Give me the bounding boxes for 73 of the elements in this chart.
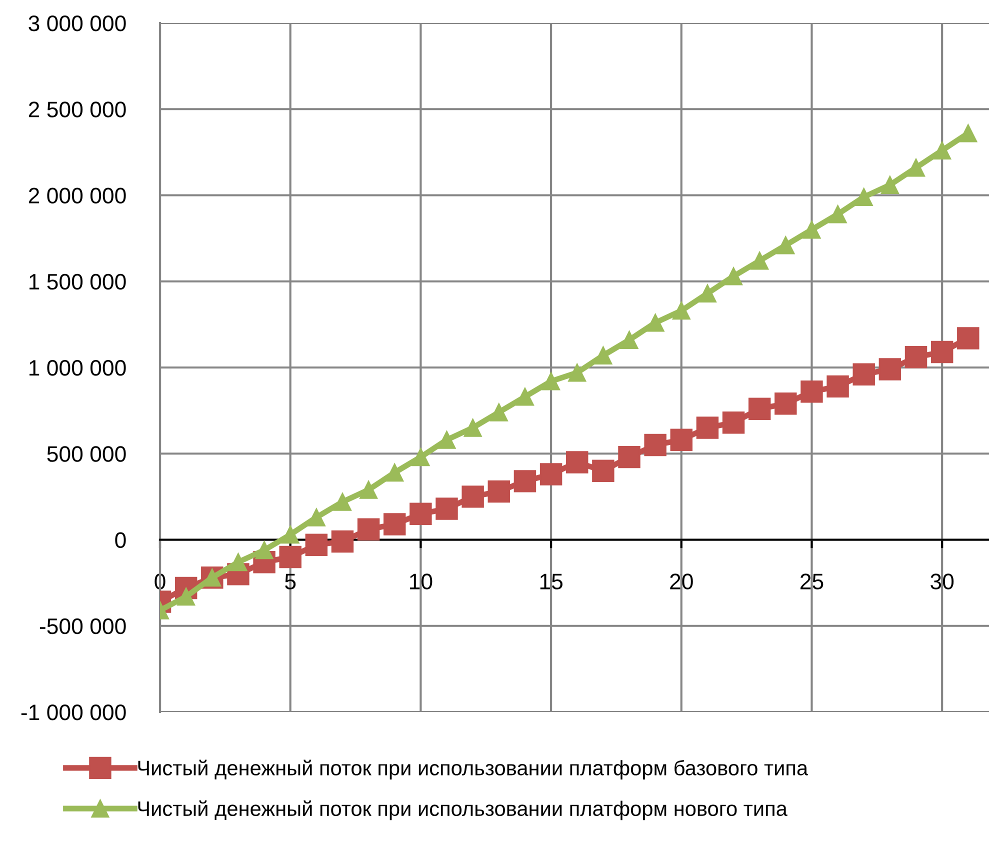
point xyxy=(644,434,666,456)
point xyxy=(672,302,690,320)
point xyxy=(464,418,482,437)
point xyxy=(542,372,560,390)
point xyxy=(592,460,614,482)
point xyxy=(384,513,406,536)
point xyxy=(305,534,328,556)
point xyxy=(436,498,458,520)
point xyxy=(386,464,404,482)
point xyxy=(878,358,902,380)
point xyxy=(438,430,456,449)
point xyxy=(331,530,354,553)
point xyxy=(566,451,588,474)
point xyxy=(620,330,638,349)
point xyxy=(750,252,769,270)
point xyxy=(540,463,562,486)
point xyxy=(568,364,586,382)
point xyxy=(281,526,300,544)
y-tick-label: 2 500 000 xyxy=(28,102,126,118)
point xyxy=(333,492,352,511)
point xyxy=(618,446,640,468)
point xyxy=(826,375,849,398)
point xyxy=(880,176,899,194)
point xyxy=(307,508,326,526)
point xyxy=(933,141,952,160)
point xyxy=(906,158,926,177)
y-tick-label: -1 000 000 xyxy=(21,704,126,720)
point xyxy=(904,346,928,368)
point xyxy=(930,340,954,364)
point xyxy=(255,541,274,560)
point xyxy=(646,314,664,332)
point xyxy=(357,518,380,541)
point xyxy=(774,392,797,415)
x-tick-label: 10 xyxy=(410,574,432,590)
point xyxy=(279,546,302,568)
y-tick-label: 1 500 000 xyxy=(30,274,126,290)
point xyxy=(516,388,534,406)
point xyxy=(698,284,716,302)
point xyxy=(776,236,795,254)
point xyxy=(800,380,823,403)
point xyxy=(410,502,432,526)
y-tick-label: 1 000 000 xyxy=(30,360,126,376)
x-tick-label: 5 xyxy=(285,574,296,590)
x-tick-label: 15 xyxy=(540,574,562,590)
point xyxy=(360,480,378,499)
legend-label: Чистый денежный поток при использовании платформ нового типа xyxy=(138,800,788,820)
point xyxy=(724,267,743,286)
y-tick-label: 2 000 000 xyxy=(28,188,126,204)
x-tick-label: 30 xyxy=(930,574,954,590)
y-tick-label: 0 xyxy=(115,532,126,548)
y-tick-label: 3 000 000 xyxy=(28,16,126,32)
legend-label: Чистый денежный поток при использовании платформ базового типа xyxy=(138,760,808,780)
point xyxy=(802,220,821,239)
point xyxy=(412,448,430,466)
point xyxy=(670,428,692,451)
point xyxy=(748,398,771,420)
point xyxy=(959,124,978,142)
x-tick-label: 25 xyxy=(800,574,824,590)
x-tick-label: 20 xyxy=(670,574,693,590)
point xyxy=(490,403,508,422)
y-tick-label: 500 000 xyxy=(47,446,126,462)
point xyxy=(229,553,248,572)
point xyxy=(828,205,847,224)
point xyxy=(957,327,980,350)
point xyxy=(696,416,719,439)
y-tick-label: -500 000 xyxy=(40,618,126,634)
point xyxy=(514,470,536,492)
point xyxy=(852,363,875,386)
point xyxy=(854,188,873,206)
point xyxy=(722,412,745,434)
point xyxy=(488,480,510,503)
point xyxy=(462,486,484,508)
point xyxy=(594,346,612,364)
